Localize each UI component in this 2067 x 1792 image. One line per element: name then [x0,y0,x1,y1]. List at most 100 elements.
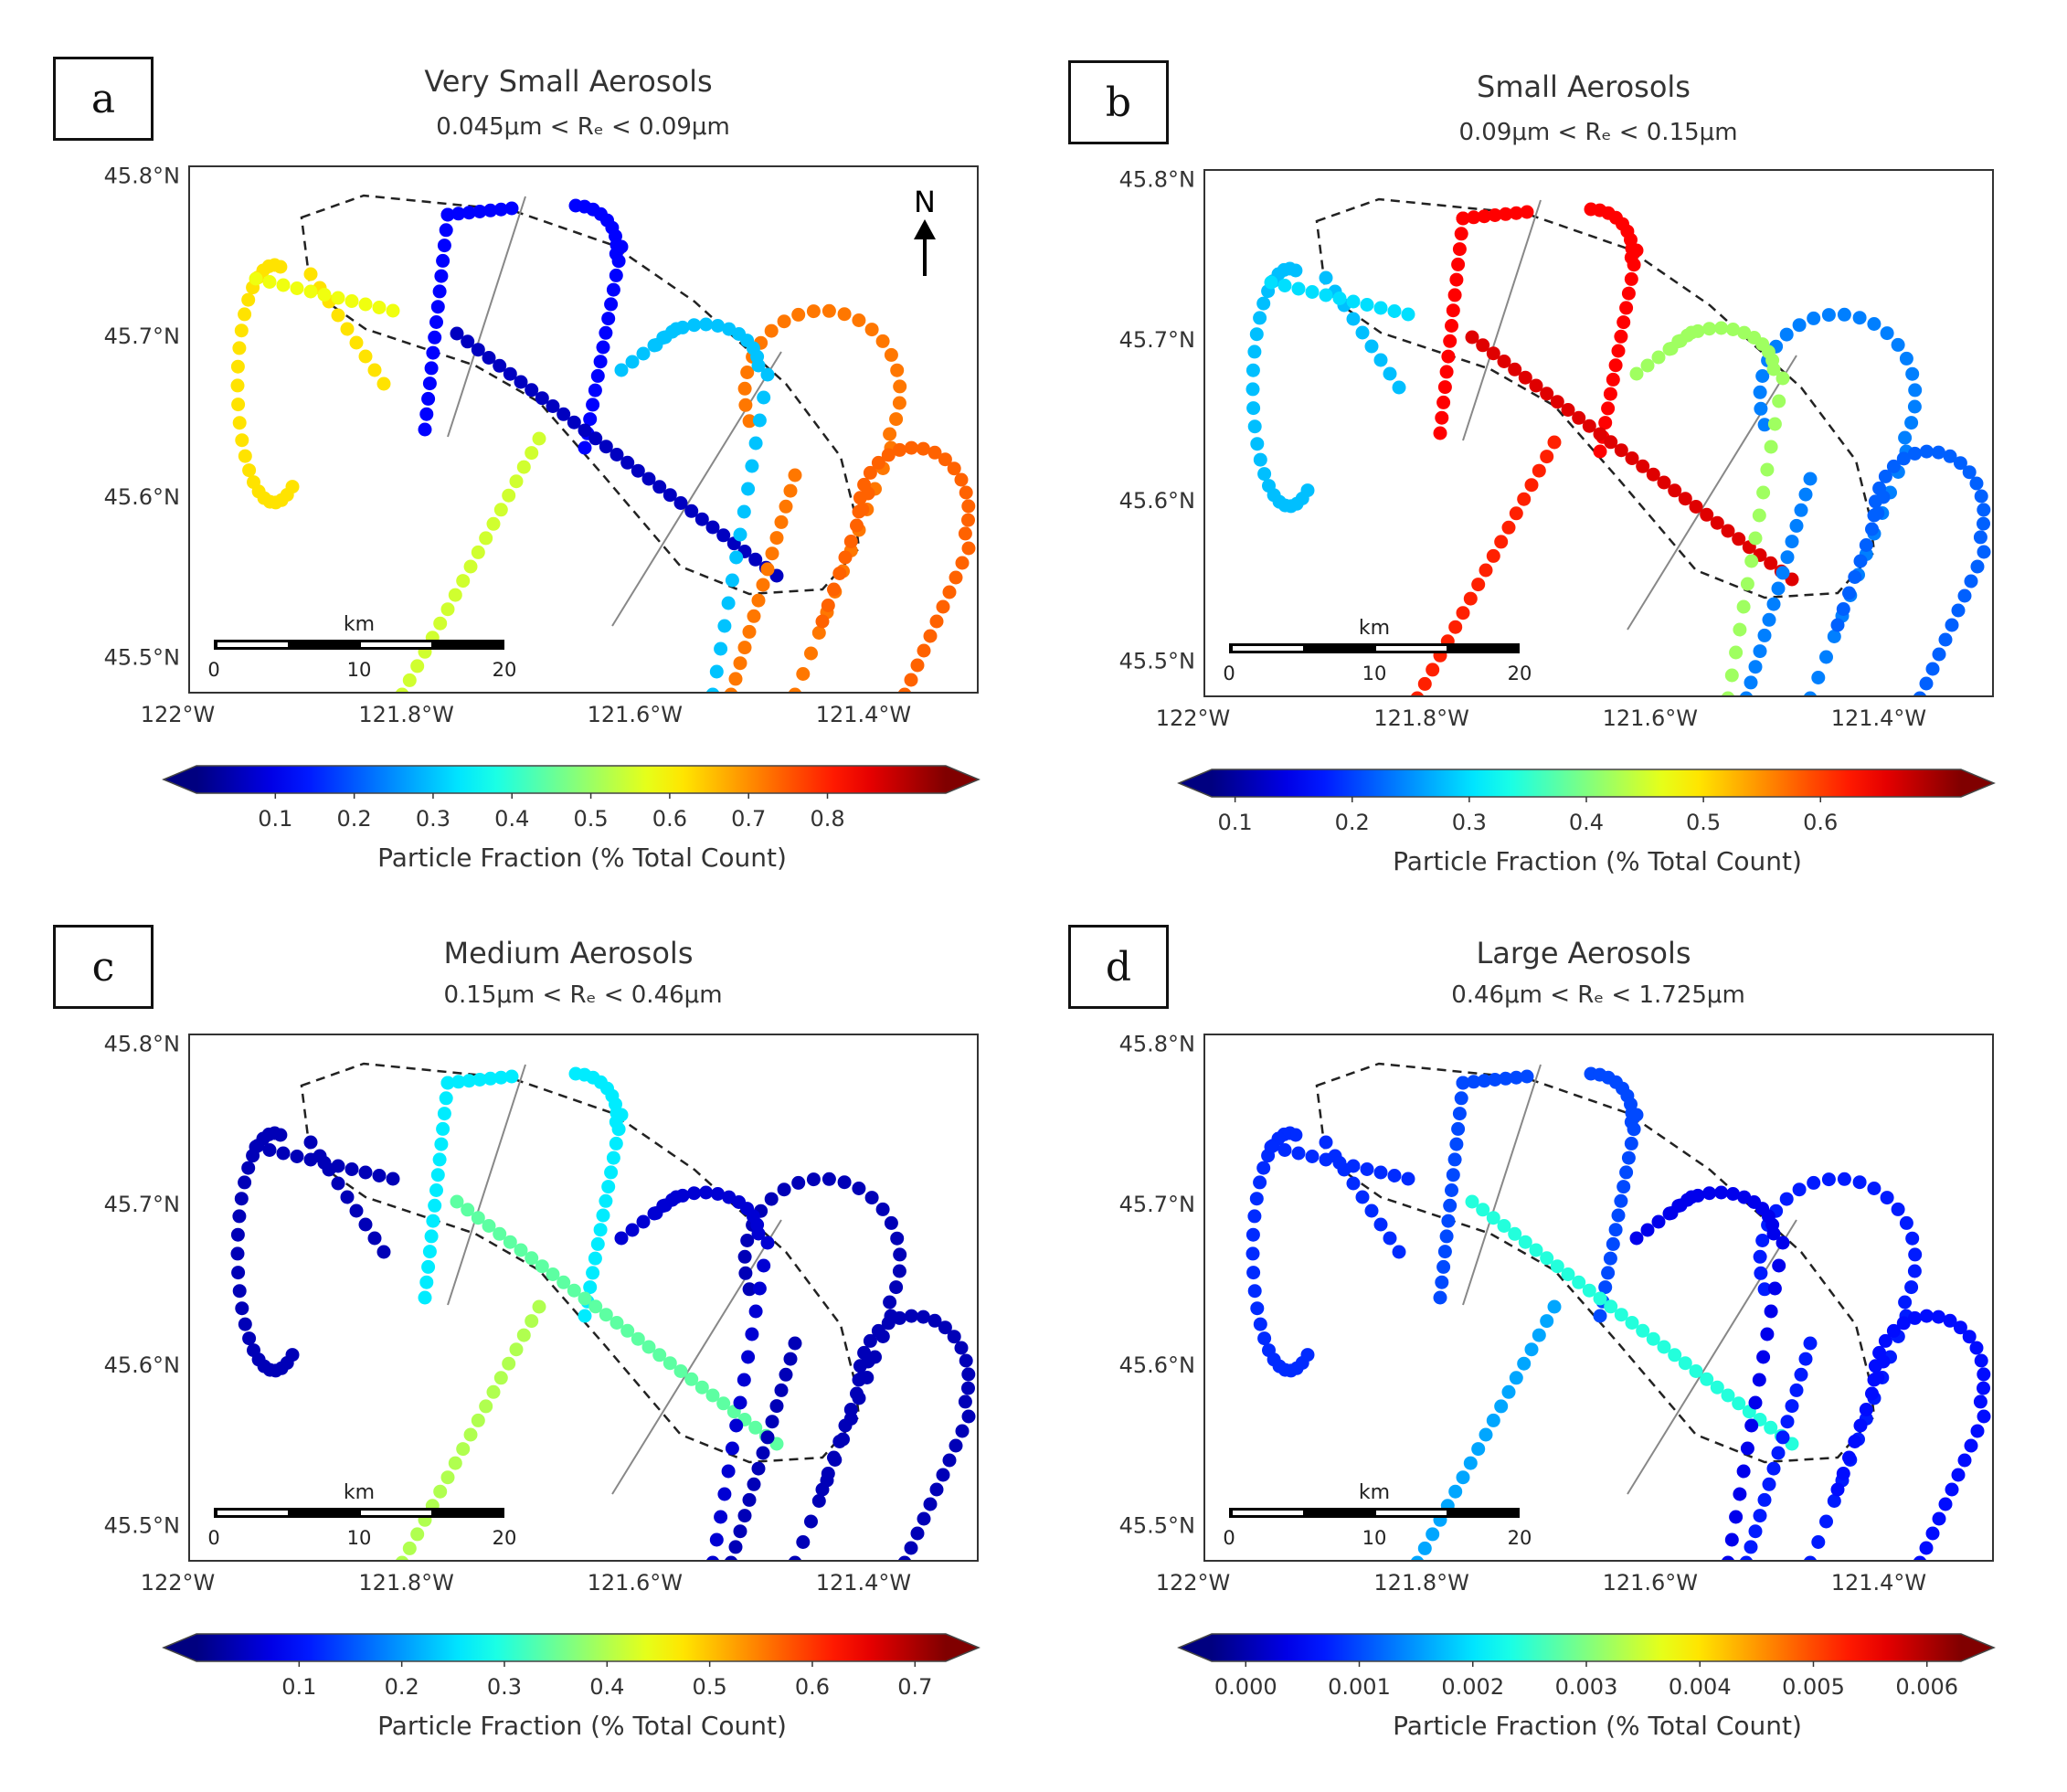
flight-track-point [1899,351,1913,366]
flight-track-point [1435,1275,1449,1289]
flight-track-point [1756,485,1771,500]
flight-track-point [1497,1219,1511,1233]
flight-track-point [942,1453,957,1468]
flight-track-point [614,363,629,377]
flight-track-point [961,513,975,527]
flight-track-point [556,407,571,421]
flight-track-point [1443,334,1458,348]
flight-track-point [949,1438,963,1453]
flight-track-point [432,1152,447,1167]
colorbar-tick-label: 0.3 [1452,810,1487,835]
flight-track-point [737,504,751,519]
flight-track-point [422,1245,437,1259]
lat-tick-label: 45.7°N [1119,1192,1195,1217]
flight-track-point [1931,445,1945,460]
flight-track-point [1446,303,1460,318]
flight-track-point [1439,365,1454,379]
flight-track-point [1606,1236,1620,1251]
flight-track-point [1441,349,1456,364]
flight-track-point [493,1371,508,1385]
flight-track-point [1785,535,1799,549]
flight-track-point [440,602,455,617]
plot-frame [1203,169,1994,697]
colorbar-tick-label: 0.4 [494,806,529,832]
flight-track-point [1454,227,1468,241]
lon-tick-label: 122°W [141,1570,216,1596]
flight-track-point [1291,281,1306,296]
flight-track-point [1740,577,1754,591]
colorbar-tick-label: 0.003 [1555,1674,1618,1700]
flight-track-point [1454,1091,1468,1106]
flight-track-point [1463,591,1478,606]
flight-track-point [1762,1477,1776,1491]
flight-track-point [717,619,732,633]
flight-track-point [1426,1527,1440,1542]
flight-track-point [709,1532,724,1547]
flight-track-point [1969,476,1984,491]
flight-track-point [958,1394,972,1409]
flight-track-point [738,398,753,412]
flight-track-point [1811,671,1826,684]
study-area-boundary [1315,197,1876,599]
flight-track-point [742,1282,757,1297]
flight-track-point [1619,1165,1634,1180]
flight-track-point [936,599,950,614]
flight-track-point [509,474,524,489]
lon-tick-label: 121.8°W [358,702,453,727]
flight-track-point [1764,440,1778,454]
flight-track-point [525,1314,539,1329]
colorbar: 0.000 0.001 0.002 0.003 0.004 0.005 0.006 [1177,1633,1996,1700]
flight-track-point [1246,363,1260,377]
flight-track-point [614,239,629,254]
flight-track-point [1486,1413,1500,1427]
flight-track-point [1938,632,1953,647]
flight-track-point [760,1430,775,1445]
plot-frame [1203,1034,1994,1562]
flight-track-point [1625,451,1639,465]
flight-track-point [1878,1333,1892,1348]
flight-track-point [1754,1266,1768,1280]
flight-track-point [737,381,752,396]
flight-track-point [850,518,864,533]
flight-track-point [421,1259,436,1274]
flight-track-point [884,347,898,362]
flight-track-point [1401,307,1415,322]
flight-track-point [461,1203,475,1217]
flight-track-point [1807,1175,1821,1190]
scale-bar-label: 10 [1362,1527,1387,1549]
flight-track-point [249,1140,263,1154]
flight-track-point [889,412,904,427]
flight-track-point [1908,383,1923,398]
flight-track-point [929,614,944,629]
flight-track-point [358,349,373,364]
flight-track-point [757,390,771,405]
flight-track-point [238,1317,252,1331]
flight-track-point [1739,691,1754,696]
flight-track-point [1651,1214,1666,1229]
flight-track-point [599,1193,613,1208]
flight-track-point [1517,1356,1532,1371]
panel-subtitle: 0.045μm < Rₑ < 0.09μm [436,113,730,141]
flight-track-point [1772,394,1786,408]
flight-track-point [471,545,485,559]
scale-bar-unit: km [344,613,375,636]
panel-subtitle: 0.09μm < Rₑ < 0.15μm [1458,119,1738,146]
flight-track-point [610,1316,624,1330]
flight-track-point [737,1509,752,1523]
colorbar-label: Particle Fraction (% Total Count) [1393,1711,1802,1741]
scale-bar-label: 0 [1223,663,1235,684]
flight-track-point [1477,1074,1491,1088]
flight-track-point [1729,645,1744,660]
flight-track-point [1253,1175,1267,1190]
flight-track-point [788,687,802,693]
flight-track-point [1256,296,1271,311]
flight-track-point [331,1159,345,1173]
colorbar-tick-label: 0.5 [573,806,608,832]
flight-track-point [728,1540,743,1554]
flight-track-point [1636,1323,1650,1338]
svg-text:N: N [914,185,936,219]
flight-track-point [1724,1532,1739,1547]
flight-track-point [1373,301,1388,315]
flight-track-point [1764,556,1778,570]
flight-track-point [1247,345,1262,359]
